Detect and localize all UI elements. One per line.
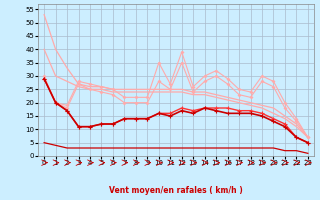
X-axis label: Vent moyen/en rafales ( km/h ): Vent moyen/en rafales ( km/h ) <box>109 186 243 195</box>
